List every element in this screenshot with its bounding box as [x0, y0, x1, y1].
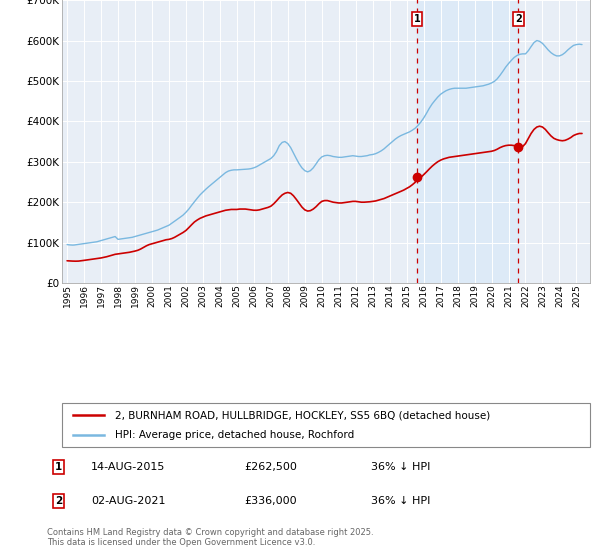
Text: 2: 2: [515, 14, 522, 24]
Text: 2, BURNHAM ROAD, HULLBRIDGE, HOCKLEY, SS5 6BQ (detached house): 2, BURNHAM ROAD, HULLBRIDGE, HOCKLEY, SS…: [115, 410, 490, 421]
Text: 14-AUG-2015: 14-AUG-2015: [91, 462, 166, 472]
Bar: [417, 0, 518, 283]
Text: Contains HM Land Registry data © Crown copyright and database right 2025.
This d: Contains HM Land Registry data © Crown c…: [47, 528, 374, 548]
Text: £336,000: £336,000: [245, 496, 298, 506]
Text: 36% ↓ HPI: 36% ↓ HPI: [371, 462, 430, 472]
Text: 1: 1: [55, 462, 62, 472]
Text: £262,500: £262,500: [245, 462, 298, 472]
Text: 1: 1: [414, 14, 421, 24]
Text: HPI: Average price, detached house, Rochford: HPI: Average price, detached house, Roch…: [115, 430, 354, 440]
Text: 02-AUG-2021: 02-AUG-2021: [91, 496, 166, 506]
Text: 2: 2: [55, 496, 62, 506]
Text: 36% ↓ HPI: 36% ↓ HPI: [371, 496, 430, 506]
FancyBboxPatch shape: [62, 403, 590, 447]
